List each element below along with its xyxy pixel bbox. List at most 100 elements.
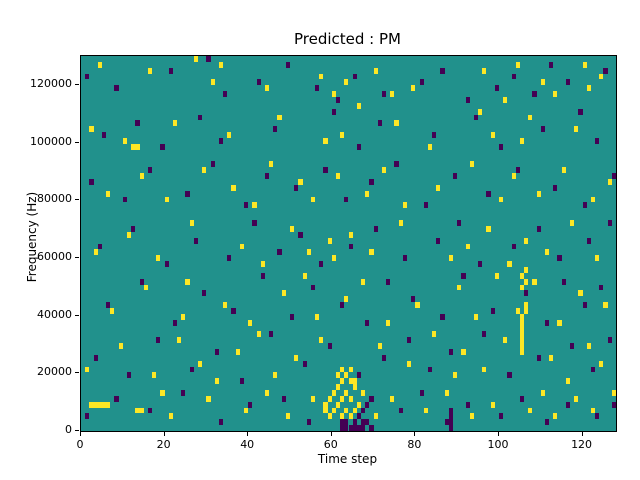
heatmap-cell <box>218 61 224 68</box>
heatmap-cell <box>536 190 541 197</box>
heatmap-cell <box>482 366 487 373</box>
heatmap-cell <box>340 419 345 426</box>
heatmap-cell <box>386 319 391 326</box>
heatmap-cell <box>590 366 596 373</box>
heatmap-cell <box>373 67 378 74</box>
heatmap-cell <box>227 255 232 262</box>
heatmap-cell <box>344 425 349 431</box>
heatmap-cell <box>348 425 353 431</box>
heatmap-cell <box>486 225 491 232</box>
heatmap-cell <box>302 272 307 279</box>
heatmap-cell <box>323 407 328 414</box>
heatmap-cell <box>319 73 324 80</box>
heatmap-cell <box>335 401 341 408</box>
heatmap-cell <box>365 419 370 426</box>
heatmap-cell <box>248 401 253 408</box>
x-tick-label: 80 <box>407 438 422 451</box>
heatmap-cell <box>423 202 428 209</box>
heatmap-cell <box>599 73 604 80</box>
heatmap-cell <box>348 231 353 238</box>
heatmap-cell <box>536 354 541 361</box>
heatmap-cell <box>511 243 516 250</box>
heatmap-cell <box>599 284 604 291</box>
heatmap-cell <box>344 372 349 379</box>
heatmap-cell <box>327 343 332 349</box>
heatmap-cell <box>335 372 341 379</box>
heatmap-cell <box>377 343 382 349</box>
heatmap-cell <box>327 413 332 420</box>
heatmap-cell <box>448 413 453 420</box>
heatmap-cell <box>285 413 290 420</box>
heatmap-cell <box>465 243 470 250</box>
heatmap-cell <box>498 413 504 420</box>
heatmap-cell <box>599 360 604 367</box>
heatmap-cell <box>540 389 545 396</box>
heatmap-cell <box>294 354 299 361</box>
heatmap-cell <box>482 331 487 338</box>
heatmap-cell <box>565 79 571 86</box>
heatmap-cell <box>532 91 537 98</box>
heatmap-cell <box>277 114 282 121</box>
x-tick-mark <box>581 432 583 436</box>
heatmap-cell <box>586 237 591 244</box>
heatmap-cell <box>248 319 253 326</box>
heatmap-cell <box>473 114 479 121</box>
heatmap-cell <box>519 343 525 349</box>
heatmap-cell <box>611 389 616 396</box>
heatmap-cell <box>344 79 349 86</box>
heatmap-cell <box>185 278 190 285</box>
heatmap-cell <box>427 143 433 150</box>
heatmap-cell <box>126 372 132 379</box>
heatmap-cell <box>89 126 94 133</box>
heatmap-cell <box>331 407 336 414</box>
x-tick-label: 0 <box>76 438 84 451</box>
heatmap-cell <box>590 196 596 203</box>
heatmap-cell <box>152 372 157 379</box>
heatmap-cell <box>365 401 370 408</box>
heatmap-cell <box>390 395 395 402</box>
heatmap-cell <box>381 167 387 174</box>
heatmap-cell <box>519 325 525 332</box>
heatmap-cell <box>402 202 407 209</box>
heatmap-cell <box>331 255 336 262</box>
heatmap-cell <box>361 425 366 431</box>
x-tick-mark <box>414 432 416 436</box>
heatmap-cell <box>574 395 579 402</box>
heatmap-cell <box>269 331 274 338</box>
heatmap-cell <box>264 173 270 180</box>
heatmap-cell <box>381 354 387 361</box>
y-tick-label: 60000 <box>37 249 72 263</box>
heatmap-cell <box>540 79 545 86</box>
heatmap-cell <box>503 97 508 103</box>
heatmap-cell <box>131 143 136 150</box>
heatmap-cell <box>335 173 341 180</box>
heatmap-cell <box>331 389 336 396</box>
heatmap-cell <box>231 184 236 191</box>
heatmap-cell <box>227 132 232 139</box>
heatmap-cell <box>528 114 533 121</box>
heatmap-cell <box>561 278 566 285</box>
heatmap-cell <box>356 425 362 431</box>
heatmap-cell <box>390 91 395 98</box>
heatmap-cell <box>553 184 558 191</box>
x-tick-mark <box>330 432 332 436</box>
x-axis-label: Time step <box>317 452 378 466</box>
y-tick-mark <box>75 83 79 85</box>
heatmap-cell <box>264 85 270 92</box>
heatmap-cell <box>469 413 474 420</box>
y-tick-label: 120000 <box>30 76 72 90</box>
heatmap-cell <box>436 237 441 244</box>
y-tick-label: 100000 <box>30 134 72 148</box>
y-tick-mark <box>75 256 79 258</box>
heatmap-cell <box>223 302 228 308</box>
heatmap-cell <box>448 425 453 431</box>
heatmap-cell <box>89 401 94 408</box>
heatmap-cell <box>524 302 529 308</box>
heatmap-cell <box>160 389 165 396</box>
heatmap-cell <box>461 348 466 355</box>
heatmap-cell <box>561 167 566 174</box>
heatmap-cell <box>494 272 499 279</box>
heatmap-cell <box>498 143 504 150</box>
heatmap-cell <box>377 120 382 127</box>
